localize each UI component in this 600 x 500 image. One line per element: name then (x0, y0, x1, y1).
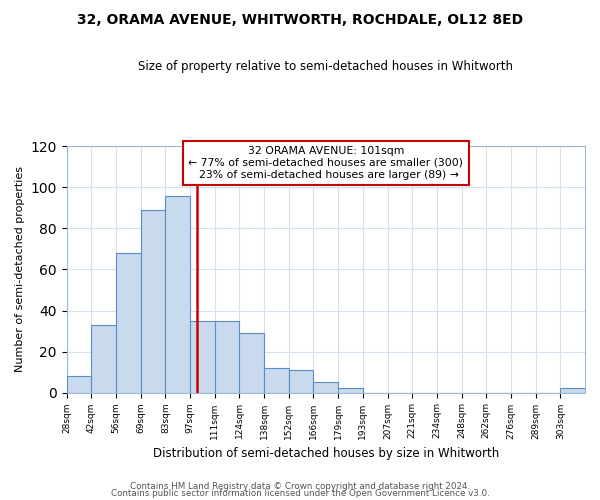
X-axis label: Distribution of semi-detached houses by size in Whitworth: Distribution of semi-detached houses by … (153, 447, 499, 460)
Bar (190, 321, 215, 392)
Text: 32, ORAMA AVENUE, WHITWORTH, ROCHDALE, OL12 8ED: 32, ORAMA AVENUE, WHITWORTH, ROCHDALE, O… (77, 12, 523, 26)
Bar (338, 388, 363, 392)
Text: 32 ORAMA AVENUE: 101sqm
← 77% of semi-detached houses are smaller (300)
  23% of: 32 ORAMA AVENUE: 101sqm ← 77% of semi-de… (188, 146, 463, 180)
Bar (264, 368, 289, 392)
Bar (166, 196, 190, 392)
Bar (239, 333, 264, 392)
Text: Contains HM Land Registry data © Crown copyright and database right 2024.: Contains HM Land Registry data © Crown c… (130, 482, 470, 491)
Bar (215, 321, 239, 392)
Title: Size of property relative to semi-detached houses in Whitworth: Size of property relative to semi-detach… (139, 60, 514, 73)
Bar (67, 376, 91, 392)
Bar (116, 253, 141, 392)
Text: Contains public sector information licensed under the Open Government Licence v3: Contains public sector information licen… (110, 490, 490, 498)
Bar (141, 210, 166, 392)
Bar (91, 325, 116, 392)
Y-axis label: Number of semi-detached properties: Number of semi-detached properties (15, 166, 25, 372)
Bar (313, 382, 338, 392)
Bar (560, 388, 585, 392)
Bar (289, 370, 313, 392)
